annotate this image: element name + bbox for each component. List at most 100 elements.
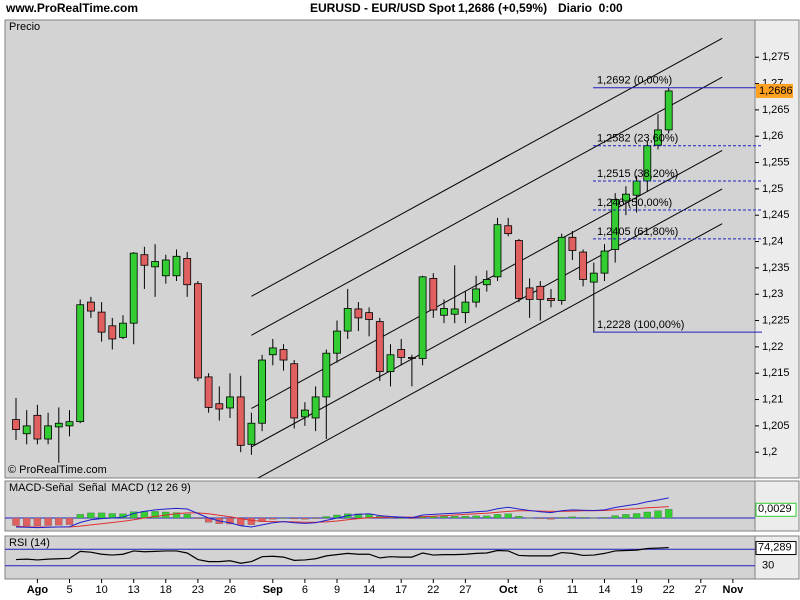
- candle-body: [622, 193, 630, 202]
- histogram-bar: [354, 513, 363, 519]
- histogram-bar: [65, 517, 74, 525]
- value-box: [755, 502, 797, 517]
- fib-label: 1,2582 (23,60%): [597, 133, 678, 145]
- histogram-bar: [472, 515, 480, 519]
- candle-body: [354, 308, 363, 319]
- histogram-bar: [590, 517, 598, 519]
- channel-line: [257, 223, 723, 478]
- histogram-bar: [44, 517, 52, 526]
- candle-body: [290, 363, 299, 419]
- candle-body: [536, 285, 545, 300]
- x-tick-label: 9: [334, 584, 340, 596]
- histogram-bar: [172, 512, 181, 519]
- candle-body: [193, 283, 202, 379]
- x-tick-label: Nov: [723, 584, 745, 596]
- candle-body: [258, 359, 267, 424]
- fib-label: 1,246 (50,00%): [597, 197, 672, 209]
- histogram-bar: [611, 515, 619, 519]
- x-tick-label: 23: [192, 584, 204, 596]
- candle-body: [343, 308, 352, 332]
- candle-body: [579, 251, 587, 280]
- candle-body: [482, 279, 491, 286]
- candle-body: [589, 272, 598, 283]
- histogram-bar: [547, 517, 555, 520]
- histogram-bar: [290, 517, 298, 520]
- candle-body: [236, 396, 245, 446]
- candle-body: [643, 145, 652, 182]
- candle-body: [525, 287, 534, 300]
- y-tick-label: 30: [762, 560, 774, 572]
- histogram-bar: [568, 516, 577, 519]
- histogram-bar: [194, 517, 202, 519]
- histogram-bar: [247, 517, 256, 525]
- candle-body: [440, 308, 448, 316]
- candle-body: [97, 311, 106, 333]
- channel-line: [251, 188, 723, 448]
- last-price-label: 1,2686: [759, 85, 793, 97]
- histogram-bar: [397, 517, 405, 519]
- x-tick-label: Ago: [27, 584, 49, 596]
- histogram-bar: [23, 517, 31, 526]
- x-tick-label: 18: [160, 584, 172, 596]
- histogram-bar: [311, 517, 320, 519]
- panel-title: RSI (14): [9, 537, 50, 549]
- period: Diario 0:00: [558, 1, 623, 15]
- histogram-bar: [55, 517, 63, 526]
- candle-body: [632, 180, 641, 196]
- candle-body: [322, 352, 331, 398]
- histogram-bar: [654, 510, 662, 519]
- rsi-line: [15, 546, 669, 564]
- candle-body: [226, 396, 234, 409]
- candle-body: [22, 425, 31, 435]
- histogram-bar: [525, 517, 534, 519]
- candle-body: [172, 255, 181, 277]
- candle-body: [568, 236, 577, 251]
- fib-label: 1,2515 (38,20%): [597, 168, 678, 180]
- candle-body: [311, 396, 320, 419]
- x-tick-label: 5: [66, 584, 72, 596]
- x-tick-label: Sep: [263, 584, 283, 596]
- candle-body: [493, 224, 502, 278]
- y-tick-label: 1,255: [762, 156, 790, 168]
- candle-body: [268, 347, 277, 356]
- candle-body: [365, 312, 374, 320]
- price-panel: [4, 19, 756, 479]
- histogram-bar: [536, 517, 544, 519]
- candle-body: [547, 298, 555, 301]
- candle-body: [386, 354, 395, 373]
- value-label: 74,289: [758, 541, 792, 553]
- x-tick-label: 6: [302, 584, 308, 596]
- y-tick-label: 1,215: [762, 367, 790, 379]
- candle-body: [151, 261, 160, 268]
- x-tick-label: 22: [663, 584, 675, 596]
- candle-body: [76, 304, 85, 423]
- histogram-bar: [461, 516, 470, 519]
- candle-body: [161, 259, 170, 277]
- candle-body: [140, 254, 149, 266]
- candle-body: [204, 376, 213, 408]
- candle-body: [12, 419, 20, 430]
- y-tick-label: 1,2: [762, 446, 777, 458]
- candle-body: [450, 308, 459, 315]
- legend-entry: MACD (12 26 9): [111, 482, 190, 494]
- candle-body: [375, 321, 384, 373]
- histogram-bar: [515, 516, 523, 519]
- x-tick-label: 27: [459, 584, 471, 596]
- histogram-bar: [279, 517, 288, 519]
- candle-body: [65, 421, 74, 427]
- x-tick-label: 13: [128, 584, 140, 596]
- x-tick-label: 11: [567, 584, 578, 596]
- histogram-bar: [183, 513, 191, 519]
- candle-body: [600, 250, 609, 274]
- candle-body: [429, 278, 438, 311]
- legend-entry: Señal: [78, 482, 106, 494]
- fib-label: 1,2228 (100,00%): [597, 319, 684, 331]
- histogram-bar: [12, 517, 20, 526]
- x-tick-label: 26: [224, 584, 236, 596]
- candle-body: [472, 288, 481, 303]
- x-tick-label: 17: [395, 584, 407, 596]
- histogram-bar: [504, 513, 512, 519]
- candle-body: [183, 257, 192, 286]
- x-tick-label: 19: [630, 584, 642, 596]
- candle-body: [461, 301, 470, 314]
